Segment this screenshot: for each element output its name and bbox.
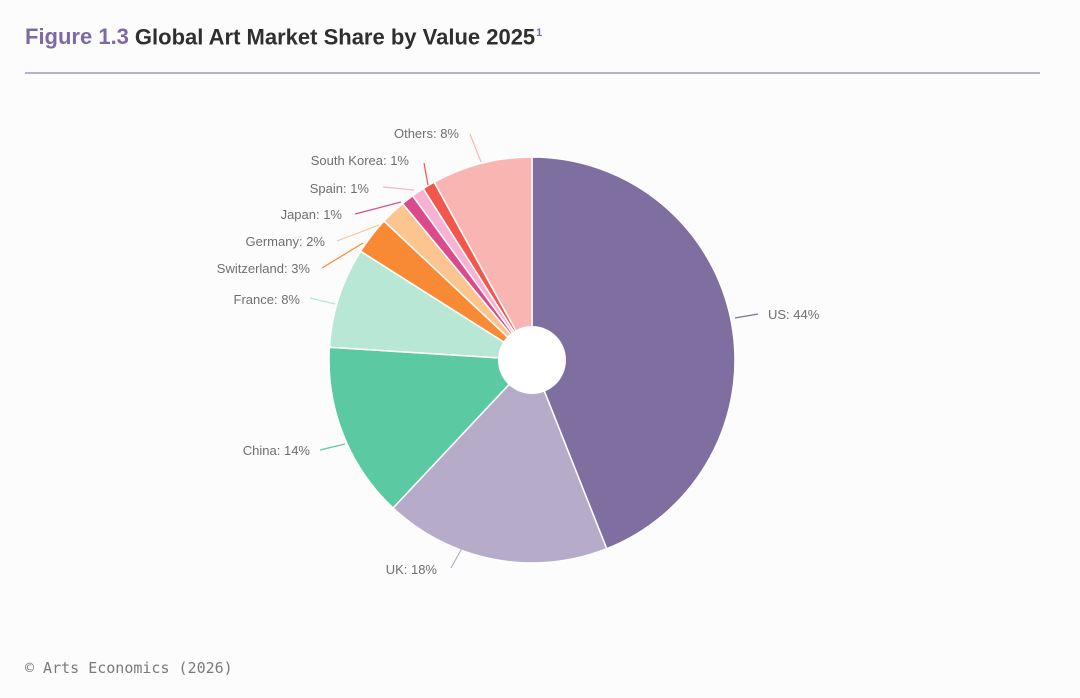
pie-slice-uk[interactable] — [391, 358, 608, 564]
figure-title: Global Art Market Share by Value 2025 — [134, 24, 536, 50]
figure-header: Figure 1.3 Global Art Market Share by Val… — [25, 18, 1040, 74]
pie-leader-lines — [309, 133, 759, 569]
figure-label: Figure 1.3 — [25, 24, 129, 50]
leader-line-switzerland — [321, 242, 364, 269]
leader-line-germany — [336, 224, 380, 242]
data-label-china: China: 14% — [243, 443, 311, 458]
footnote-mark: 1 — [536, 27, 543, 39]
leader-line-spain — [382, 186, 415, 191]
pie-slice-us[interactable] — [531, 156, 736, 550]
leader-line-france — [309, 297, 336, 305]
pie-center-hole — [498, 326, 566, 394]
data-label-switzerland: Switzerland: 3% — [217, 261, 311, 276]
data-label-south-korea: South Korea: 1% — [311, 153, 410, 168]
data-label-us: US: 44% — [768, 307, 820, 322]
pie-slice-china[interactable] — [328, 346, 534, 510]
data-label-spain: Spain: 1% — [310, 181, 370, 196]
data-label-others: Others: 8% — [394, 126, 459, 141]
data-label-germany: Germany: 2% — [246, 234, 326, 249]
leader-line-japan — [354, 201, 402, 215]
pie-slice-others[interactable] — [433, 156, 533, 361]
pie-slices — [328, 156, 736, 564]
source-credit: © Arts Economics (2026) — [25, 659, 233, 677]
leader-line-south-korea — [423, 162, 429, 186]
leader-line-uk — [450, 547, 463, 569]
data-label-france: France: 8% — [234, 292, 301, 307]
data-label-japan: Japan: 1% — [281, 207, 343, 222]
leader-line-china — [319, 443, 346, 451]
leader-line-others — [469, 133, 482, 163]
pie-slice-france[interactable] — [328, 250, 533, 361]
pie-labels: US: 44% UK: 18% China: 14% France: 8% Switze… — [217, 126, 820, 577]
leader-line-us — [734, 313, 759, 319]
data-label-uk: UK: 18% — [386, 562, 438, 577]
figure-title-line: Figure 1.3 Global Art Market Share by Val… — [25, 18, 1040, 52]
